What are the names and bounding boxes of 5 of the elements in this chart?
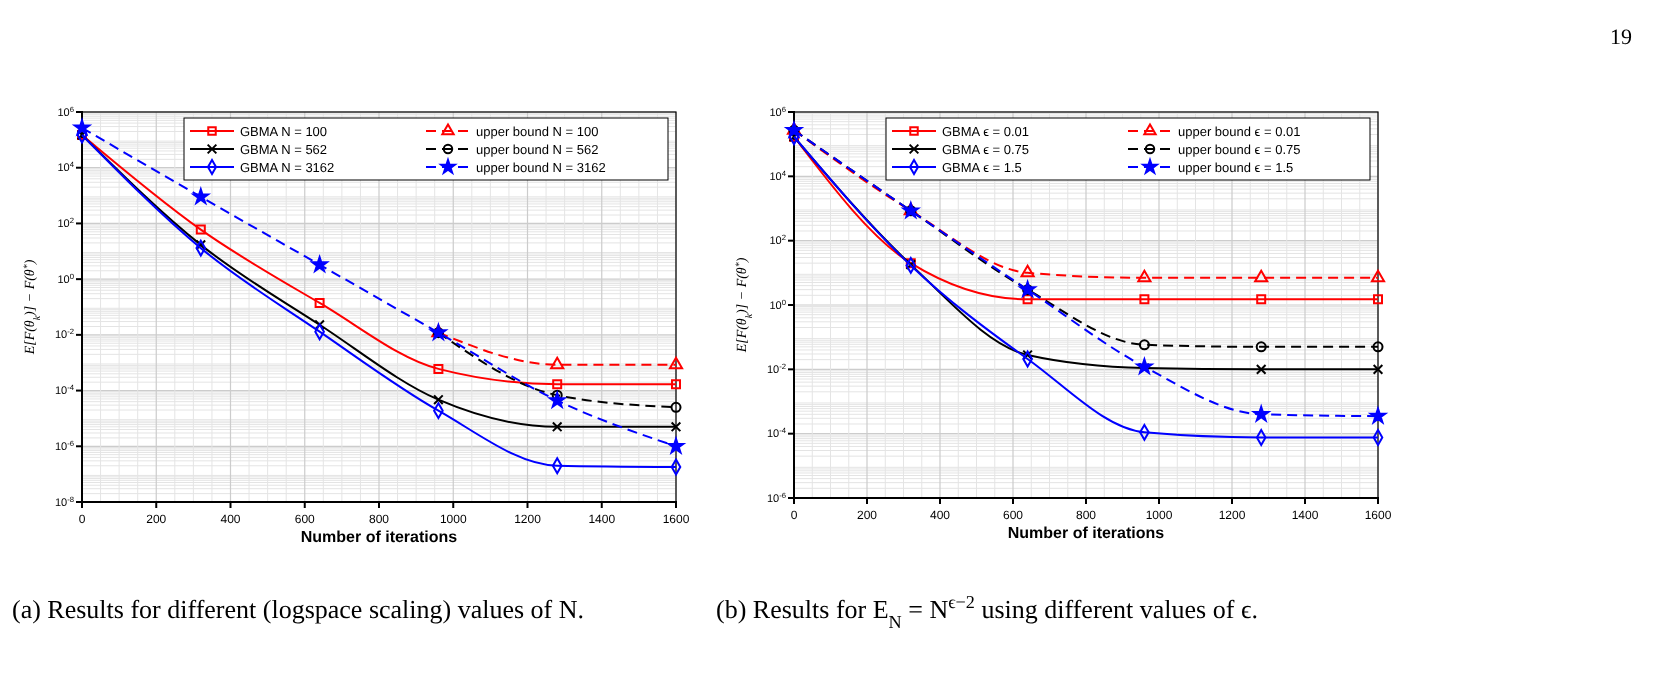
text: 19	[1610, 26, 1633, 50]
text: (b) Results for E$_{N}$ = N$^{ϵ−2}$ using different values of ϵ.	[716, 592, 1258, 632]
x-axis-title: Number of iterations	[300, 528, 459, 546]
text: (a) Results for different (logspace scaling) values of N.	[12, 594, 585, 624]
x-axis-title: Number of iterations	[1007, 524, 1166, 542]
